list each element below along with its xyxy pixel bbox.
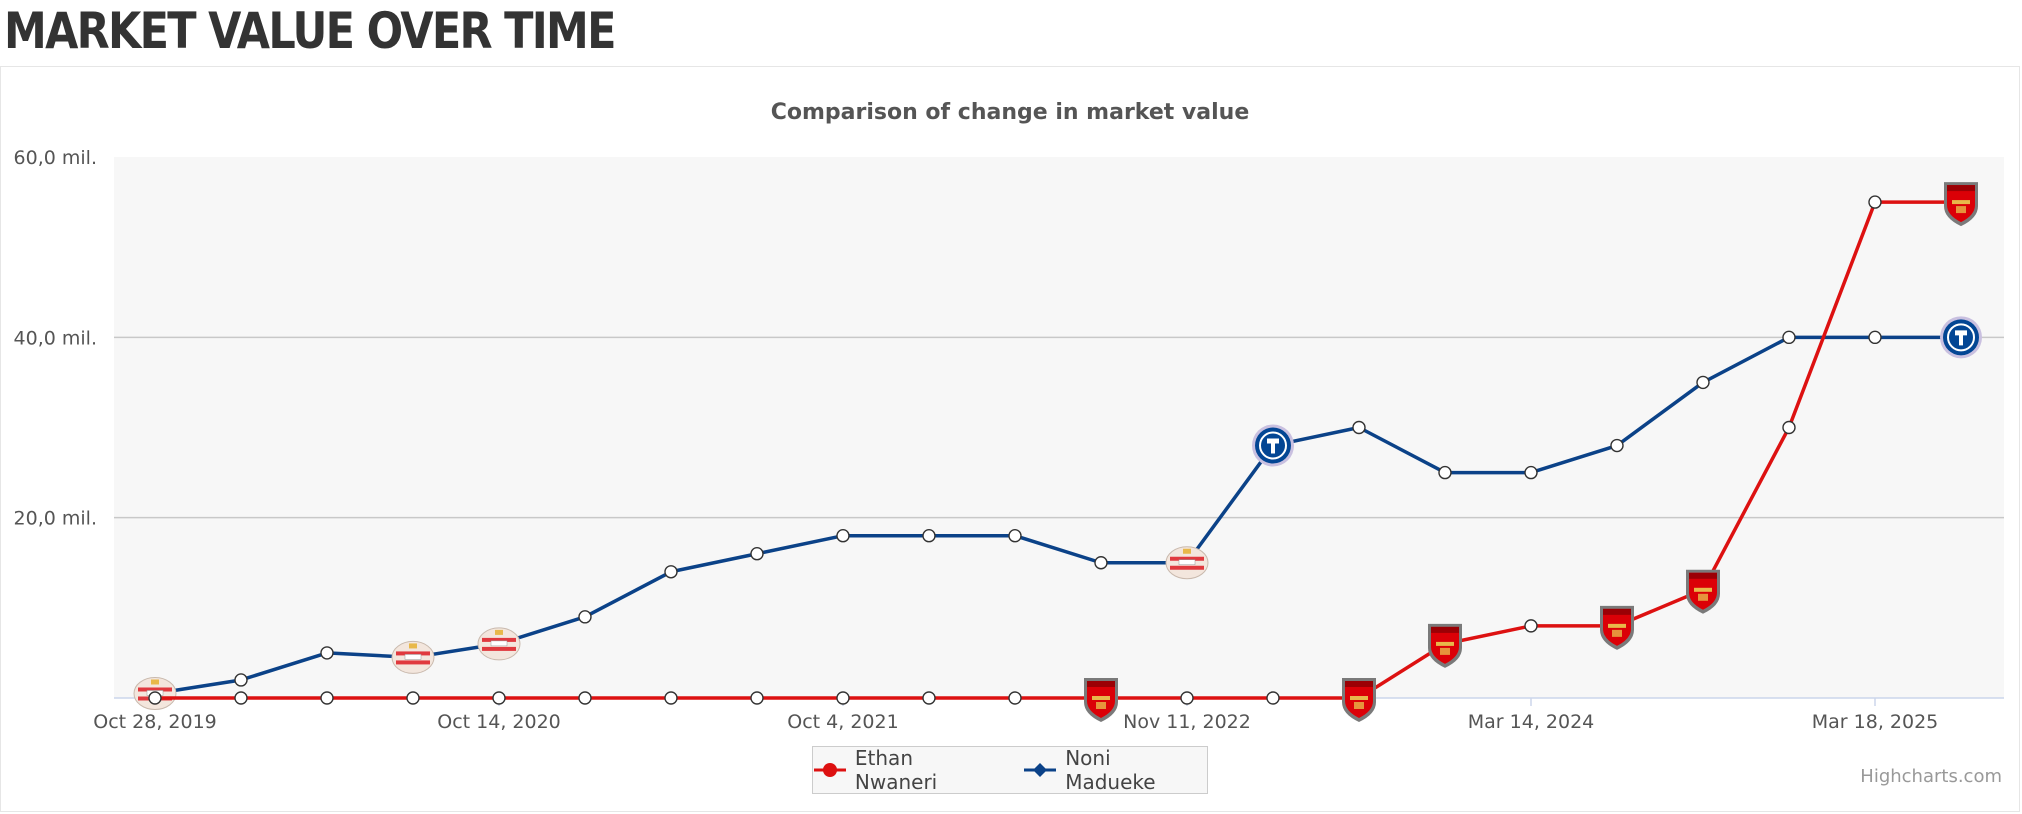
data-point[interactable]: [234, 691, 248, 705]
data-point[interactable]: [320, 691, 334, 705]
data-point[interactable]: [664, 565, 678, 579]
y-tick-label: 20,0 mil.: [14, 508, 97, 530]
data-point[interactable]: [1868, 195, 1882, 209]
data-point[interactable]: [1782, 330, 1796, 345]
data-point[interactable]: [750, 547, 764, 561]
series-line-noni-madueke: [154, 335, 1961, 696]
data-point[interactable]: [1696, 375, 1710, 390]
data-point[interactable]: [1524, 465, 1538, 480]
psv-crest-icon: [477, 627, 521, 661]
legend-item-noni-madueke[interactable]: Noni Madueke: [1023, 746, 1207, 794]
data-point[interactable]: [234, 673, 248, 687]
x-tick-label: Oct 4, 2021: [787, 711, 898, 733]
page-heading: MARKET VALUE OVER TIME: [4, 2, 616, 60]
chelsea-crest-icon: [1940, 316, 1982, 359]
data-point[interactable]: [836, 691, 850, 705]
chelsea-crest-icon: [1252, 424, 1294, 467]
data-point[interactable]: [836, 529, 850, 543]
legend-circle-marker-icon: [814, 763, 846, 777]
data-point[interactable]: [1094, 556, 1108, 570]
legend-diamond-marker-icon: [1024, 763, 1057, 777]
x-tick-label: Nov 11, 2022: [1123, 711, 1251, 733]
arsenal-crest-icon: [1342, 678, 1376, 722]
data-point[interactable]: [1438, 465, 1452, 480]
data-point[interactable]: [1352, 420, 1366, 435]
x-tick-label: Oct 14, 2020: [437, 711, 561, 733]
x-tick-label: Mar 14, 2024: [1468, 711, 1595, 733]
arsenal-crest-icon: [1600, 605, 1634, 650]
legend-label: Ethan Nwaneri: [854, 746, 938, 794]
data-point[interactable]: [1180, 691, 1194, 705]
chart-legend: Ethan Nwaneri Noni Madueke: [812, 746, 1208, 794]
data-point[interactable]: [922, 691, 936, 705]
data-point[interactable]: [922, 529, 936, 543]
arsenal-crest-icon: [1084, 678, 1118, 722]
x-tick-label: Oct 28, 2019: [93, 711, 217, 733]
data-point[interactable]: [148, 691, 162, 705]
y-tick-label: 60,0 mil.: [14, 147, 97, 169]
arsenal-crest-icon: [1686, 569, 1720, 614]
series-line-ethan-nwaneri: [155, 200, 1961, 700]
data-point[interactable]: [1524, 619, 1538, 633]
highcharts-credits-link[interactable]: Highcharts.com: [1860, 766, 2002, 787]
data-point[interactable]: [750, 691, 764, 705]
psv-crest-icon: [391, 640, 435, 674]
data-point[interactable]: [1008, 691, 1022, 705]
y-tick-label: 40,0 mil.: [14, 327, 97, 349]
data-point[interactable]: [578, 691, 592, 705]
arsenal-crest-icon: [1944, 182, 1978, 227]
plot-area: [114, 157, 2004, 698]
data-point[interactable]: [1782, 420, 1796, 435]
data-point[interactable]: [1610, 438, 1624, 453]
legend-label: Noni Madueke: [1065, 746, 1156, 794]
data-point[interactable]: [406, 691, 420, 705]
data-point[interactable]: [1868, 330, 1882, 345]
data-point[interactable]: [1266, 691, 1280, 705]
legend-item-ethan-nwaneri[interactable]: Ethan Nwaneri: [813, 746, 1001, 794]
data-point[interactable]: [320, 646, 334, 660]
chart-title: Comparison of change in market value: [770, 100, 1250, 125]
psv-crest-icon: [1165, 546, 1209, 580]
data-point[interactable]: [492, 691, 506, 705]
data-point[interactable]: [578, 610, 592, 624]
data-point[interactable]: [664, 691, 678, 705]
x-tick-label: Mar 18, 2025: [1812, 711, 1939, 733]
arsenal-crest-icon: [1428, 623, 1462, 668]
data-point[interactable]: [1008, 529, 1022, 543]
